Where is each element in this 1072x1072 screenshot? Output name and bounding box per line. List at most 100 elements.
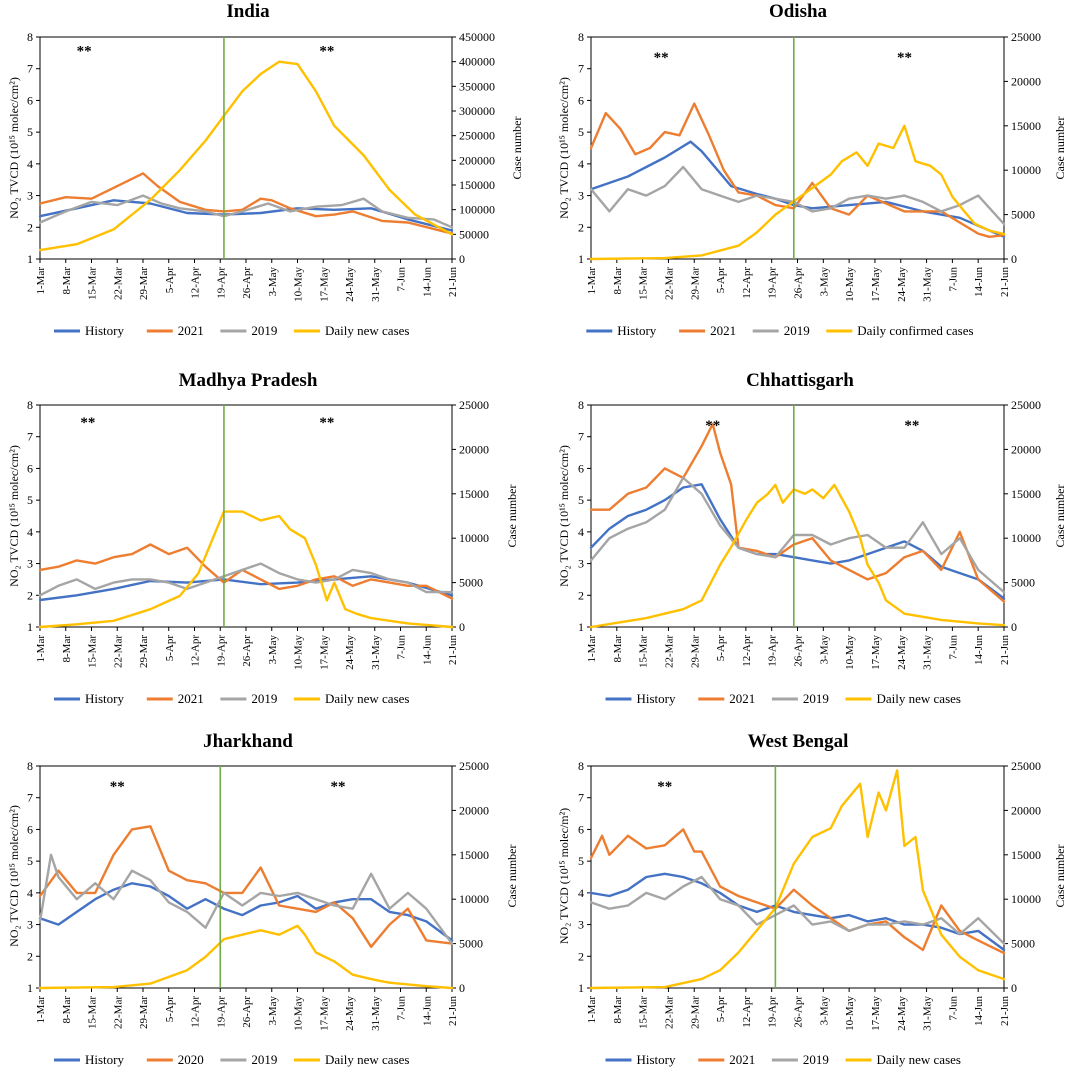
x-tick-label: 1-Mar xyxy=(35,996,47,1024)
x-tick-label: 22-Mar xyxy=(663,635,675,668)
x-tick-label: 7-Jun xyxy=(947,996,959,1021)
legend-label: 2019 xyxy=(251,1052,277,1067)
x-tick-label: 26-Apr xyxy=(793,267,805,299)
y-tick-label: 3 xyxy=(27,557,33,571)
x-tick-label: 5-Apr xyxy=(715,996,727,1023)
x-tick-label: 26-Apr xyxy=(793,635,805,667)
x-tick-label: 3-May xyxy=(818,635,830,665)
x-tick-label: 24-May xyxy=(344,267,356,302)
y-tick-label: 4 xyxy=(27,157,33,171)
x-tick-label: 12-Apr xyxy=(741,996,753,1028)
y-axis-label-right: Case number xyxy=(505,485,519,548)
series-line-year-2019 xyxy=(38,562,454,597)
plot-area: 1 2 3 4 5 6 7 8 0 5000 10000 15000 20000 25000 1-Mar 8-… xyxy=(578,759,1041,1067)
y-tick-label: 3 xyxy=(578,189,584,203)
legend-label: 2019 xyxy=(803,691,829,706)
significance-marker: ** xyxy=(77,44,92,60)
y-tick-label: 6 xyxy=(578,461,584,475)
y-tick-label: 6 xyxy=(27,822,33,836)
y2-tick-label: 10000 xyxy=(1011,163,1041,177)
series-line-year-2020 xyxy=(38,825,454,948)
y-tick-label: 7 xyxy=(27,430,33,444)
y-tick-label: 5 xyxy=(578,493,584,507)
y-tick-label: 7 xyxy=(578,430,584,444)
y2-tick-label: 25000 xyxy=(1011,759,1041,773)
series-line-history xyxy=(38,882,454,942)
y-tick-label: 3 xyxy=(578,557,584,571)
series-line-cases xyxy=(38,510,454,629)
y2-tick-label: 350000 xyxy=(459,79,495,93)
x-tick-label: 19-Apr xyxy=(215,267,227,299)
series-line-year-2021 xyxy=(589,102,1006,239)
x-tick-label: 29-Mar xyxy=(689,996,701,1029)
y-tick-label: 7 xyxy=(578,791,584,805)
legend-label: 2021 xyxy=(710,323,736,338)
x-tick-label: 17-May xyxy=(318,996,330,1031)
x-tick-label: 21-Jun xyxy=(999,635,1011,665)
y-tick-label: 8 xyxy=(578,759,584,773)
x-tick-label: 26-Apr xyxy=(241,996,253,1028)
y-tick-label: 4 xyxy=(27,886,33,900)
x-tick-label: 1-Mar xyxy=(586,267,598,295)
y-tick-label: 4 xyxy=(578,525,584,539)
significance-marker: ** xyxy=(110,779,125,795)
y-tick-label: 6 xyxy=(578,822,584,836)
x-tick-label: 31-May xyxy=(370,996,382,1031)
legend-label: 2020 xyxy=(178,1052,204,1067)
y2-tick-label: 0 xyxy=(1011,981,1017,995)
series-line-year-2019 xyxy=(38,853,454,945)
y-tick-label: 2 xyxy=(27,588,33,602)
y-tick-label: 3 xyxy=(578,918,584,932)
legend-label: Daily new cases xyxy=(325,323,409,338)
x-tick-label: 12-Apr xyxy=(741,267,753,299)
legend-label: History xyxy=(85,1052,125,1067)
x-tick-label: 8-Mar xyxy=(61,267,73,295)
x-tick-label: 29-Mar xyxy=(138,996,150,1029)
y-tick-label: 2 xyxy=(27,220,33,234)
y-tick-label: 1 xyxy=(27,981,33,995)
legend-label: 2019 xyxy=(251,323,277,338)
significance-marker: ** xyxy=(654,50,669,66)
y2-tick-label: 0 xyxy=(459,252,465,266)
x-tick-label: 17-May xyxy=(870,267,882,302)
y2-tick-label: 15000 xyxy=(1011,119,1041,133)
series-line-year-2019 xyxy=(589,476,1006,594)
y-tick-label: 7 xyxy=(27,791,33,805)
y-axis-label-left: NO₂ TVCD (10¹⁵ molec/cm²) xyxy=(7,77,21,219)
y-tick-label: 6 xyxy=(578,93,584,107)
series-line-year-2021 xyxy=(38,172,454,235)
y-tick-label: 1 xyxy=(578,981,584,995)
significance-marker: ** xyxy=(330,779,345,795)
plot-area: 1 2 3 4 5 6 7 8 0 5000 10000 15000 20000 25000 1-Mar 8-… xyxy=(578,30,1041,338)
y-axis-label-right: Case number xyxy=(510,117,524,180)
x-tick-label: 19-Apr xyxy=(767,996,779,1028)
plot-area: 1 2 3 4 5 6 7 8 0 5000 10000 15000 20000 25000 1-Mar 8-… xyxy=(27,759,489,1067)
legend-label: 2021 xyxy=(729,691,755,706)
y-tick-label: 5 xyxy=(27,125,33,139)
x-tick-label: 7-Jun xyxy=(947,635,959,660)
y-tick-label: 3 xyxy=(27,918,33,932)
x-tick-label: 15-Mar xyxy=(87,267,99,300)
y2-tick-label: 15000 xyxy=(459,487,489,501)
y2-tick-label: 450000 xyxy=(459,30,495,44)
x-tick-label: 31-May xyxy=(370,267,382,302)
x-tick-label: 1-Mar xyxy=(586,996,598,1024)
x-tick-label: 10-May xyxy=(844,635,856,670)
panel-title: Jharkhand xyxy=(203,731,293,752)
y-tick-label: 6 xyxy=(27,93,33,107)
x-tick-label: 29-Mar xyxy=(689,267,701,300)
y2-tick-label: 20000 xyxy=(1011,74,1041,88)
x-tick-label: 22-Mar xyxy=(663,996,675,1029)
x-tick-label: 7-Jun xyxy=(947,267,959,292)
significance-marker: ** xyxy=(904,418,919,434)
significance-marker: ** xyxy=(80,415,95,431)
y-tick-label: 4 xyxy=(578,157,584,171)
x-tick-label: 31-May xyxy=(922,635,934,670)
y2-tick-label: 5000 xyxy=(459,576,483,590)
x-tick-label: 15-Mar xyxy=(87,996,99,1029)
x-tick-label: 26-Apr xyxy=(241,267,253,299)
significance-marker: ** xyxy=(319,415,334,431)
y-tick-label: 4 xyxy=(27,525,33,539)
y-axis-label-left: NO₂ TVCD (10¹⁵ molec/cm²) xyxy=(557,77,571,219)
significance-marker: ** xyxy=(657,779,672,795)
